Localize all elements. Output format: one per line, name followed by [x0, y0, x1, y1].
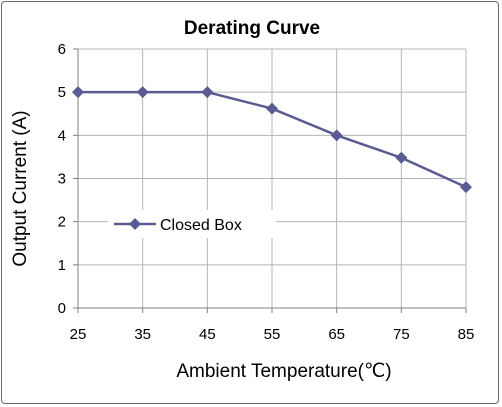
- legend: Closed Box: [108, 210, 276, 238]
- data-point-marker: [395, 151, 408, 164]
- x-tick-label: 85: [458, 326, 475, 343]
- y-tick-label: 5: [58, 84, 66, 101]
- x-tick-label: 45: [199, 326, 216, 343]
- x-tick-label: 75: [393, 326, 410, 343]
- series-closed-box: [72, 86, 472, 194]
- legend-marker-diamond-icon: [129, 218, 141, 230]
- data-point-marker: [136, 86, 149, 99]
- x-tick-label: 55: [264, 326, 281, 343]
- data-point-marker: [460, 181, 472, 194]
- grid: [78, 48, 467, 308]
- y-tick-label: 2: [58, 214, 66, 231]
- legend-label: Closed Box: [160, 217, 242, 234]
- chart-title: Derating Curve: [184, 18, 320, 39]
- y-tick-label: 0: [58, 300, 66, 317]
- data-point-marker: [72, 86, 84, 99]
- y-tick-label: 1: [58, 257, 66, 274]
- y-tick-label: 4: [58, 127, 66, 144]
- x-tick-label: 35: [134, 326, 151, 343]
- y-axis-ticks: 0 1 2 3 4 5 6: [58, 41, 66, 317]
- x-tick-label: 25: [70, 326, 87, 343]
- axes: [73, 48, 467, 313]
- y-tick-label: 3: [58, 171, 66, 188]
- data-point-marker: [330, 129, 343, 142]
- data-point-marker: [201, 86, 214, 99]
- data-point-marker: [266, 102, 278, 115]
- x-axis-label: Ambient Temperature(℃): [176, 361, 391, 382]
- y-tick-label: 6: [58, 41, 66, 58]
- x-axis-ticks: 25 35 45 55 65 75 85: [70, 326, 475, 343]
- x-tick-label: 65: [328, 326, 345, 343]
- y-axis-label: Output Current (A): [10, 110, 31, 266]
